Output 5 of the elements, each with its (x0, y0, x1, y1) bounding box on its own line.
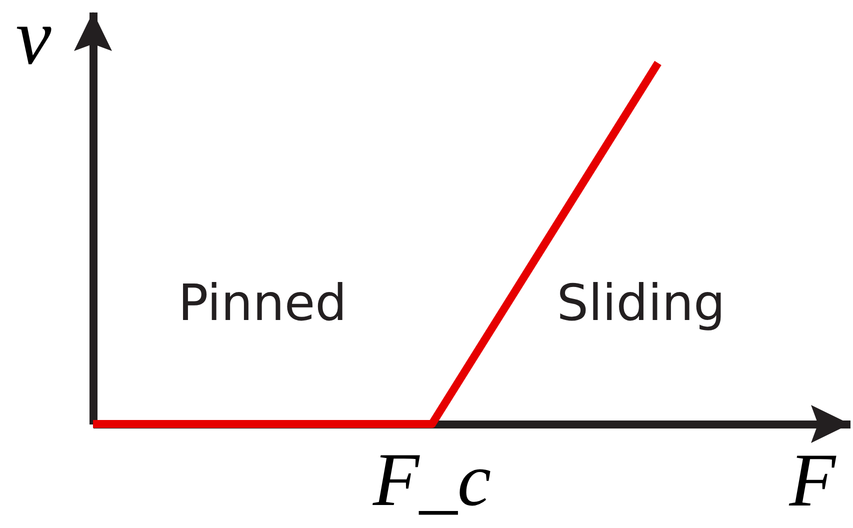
annotation: F_c (372, 438, 492, 522)
x-axis-title: F (788, 438, 838, 522)
y-axis-title: v (16, 0, 52, 82)
annotation: Pinned (178, 274, 347, 332)
annotation: Sliding (556, 274, 726, 332)
